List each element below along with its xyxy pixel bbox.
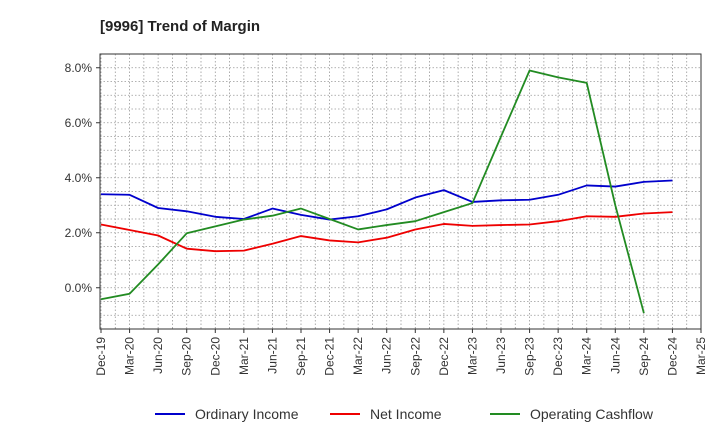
x-tick-label: Dec-21 [323,337,337,376]
series-lines [100,69,673,314]
x-tick-label: Mar-22 [351,337,365,375]
chart-title: [9996] Trend of Margin [100,18,260,35]
x-tick-label: Jun-23 [494,337,508,374]
x-tick-label: Mar-25 [694,337,708,375]
x-tick-label: Sep-20 [180,337,194,376]
plot-frame [99,53,702,330]
x-tick-label: Jun-21 [265,337,279,374]
x-tick-label: Dec-23 [551,337,565,376]
y-axis: 0.0% 2.0% 4.0% 6.0% 8.0% [65,61,100,295]
x-tick-label: Sep-21 [294,337,308,376]
y-tick-label: 6.0% [65,116,93,130]
x-tick-label: Jun-24 [608,337,622,374]
x-tick-label: Mar-23 [465,337,479,375]
x-tick-label: Mar-21 [237,337,251,375]
x-tick-label: Jun-22 [380,337,394,374]
y-tick-label: 4.0% [65,171,93,185]
x-tick-label: Mar-24 [580,337,594,375]
x-tick-label: Dec-19 [94,337,108,376]
x-tick-label: Dec-22 [437,337,451,376]
y-tick-label: 2.0% [65,226,93,240]
legend-label-net-income: Net Income [370,406,442,422]
grid-lines [100,53,702,330]
x-tick-label: Mar-20 [123,337,137,375]
legend-label-operating-cashflow: Operating Cashflow [530,406,654,422]
x-axis: Dec-19 Mar-20 Jun-20 Sep-20 Dec-20 Mar-21 Jun-… [94,329,708,376]
y-tick-label: 8.0% [65,61,93,75]
series-line-net-income [100,211,673,253]
x-tick-label: Sep-23 [523,337,537,376]
y-tick-label: 0.0% [65,281,93,295]
legend-label-ordinary-income: Ordinary Income [195,406,299,422]
x-tick-label: Dec-20 [208,337,222,376]
series-line-operating-cashflow [100,69,645,314]
series-line-ordinary-income [100,179,673,221]
x-tick-label: Jun-20 [151,337,165,374]
legend: Ordinary Income Net Income Operating Cashf… [155,406,654,422]
x-tick-label: Sep-24 [637,337,651,376]
x-tick-label: Dec-24 [665,337,679,376]
x-tick-label: Sep-22 [408,337,422,376]
